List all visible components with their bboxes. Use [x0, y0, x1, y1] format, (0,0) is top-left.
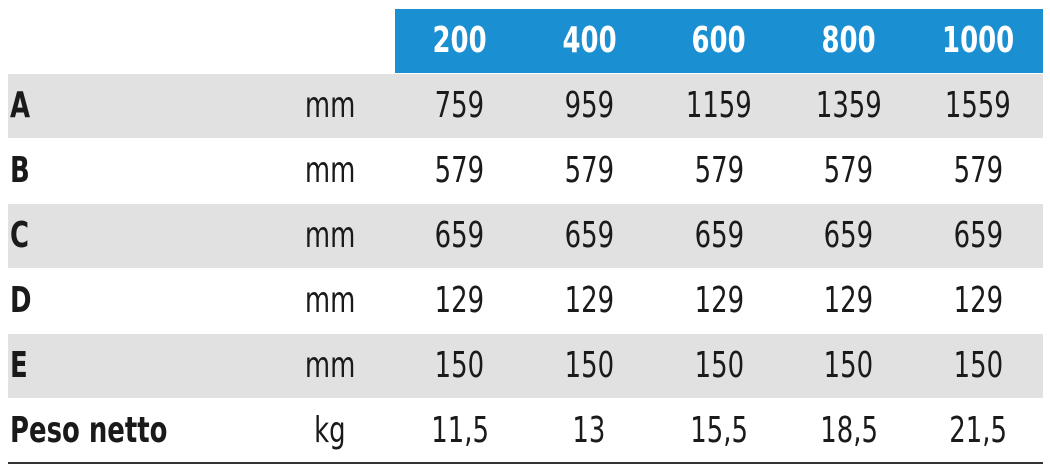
column-header: 200 [395, 9, 525, 73]
row-value: 579 [784, 139, 914, 203]
row-label-text: Peso netto [10, 410, 168, 451]
column-header-text: 1000 [942, 20, 1015, 61]
row-value: 129 [654, 269, 784, 333]
row-value-text: 18,5 [819, 410, 878, 451]
row-unit-text: mm [304, 280, 356, 321]
row-value-text: 579 [435, 150, 485, 191]
row-value-text: 579 [564, 150, 615, 191]
row-value-text: 129 [823, 280, 874, 321]
row-unit: mm [270, 269, 390, 333]
row-value-text: 15,5 [690, 410, 748, 451]
row-unit-text: mm [304, 215, 356, 256]
row-label: D [10, 269, 290, 333]
row-label: E [10, 334, 290, 398]
row-band [8, 74, 1043, 138]
bottom-rule [8, 462, 1043, 464]
row-unit: mm [270, 334, 390, 398]
row-value-text: 150 [953, 345, 1003, 386]
row-value-text: 659 [953, 215, 1003, 256]
row-unit: mm [270, 74, 390, 138]
row-value: 129 [395, 269, 525, 333]
row-value-text: 11,5 [430, 410, 489, 451]
row-value: 659 [525, 204, 655, 268]
column-header: 800 [783, 9, 914, 73]
row-value-text: 1159 [685, 85, 752, 126]
row-value: 129 [784, 269, 914, 333]
row-value: 759 [395, 74, 525, 138]
row-value: 579 [395, 139, 525, 203]
row-label-text: B [10, 150, 30, 191]
row-value: 659 [913, 204, 1043, 268]
column-header: 400 [524, 9, 655, 73]
row-value-text: 759 [435, 85, 485, 126]
column-header-text: 800 [821, 20, 876, 61]
row-unit-text: mm [304, 85, 356, 126]
row-label-text: E [10, 345, 28, 386]
row-value: 129 [525, 269, 655, 333]
row-value: 659 [784, 204, 914, 268]
row-value-text: 1559 [945, 85, 1012, 126]
row-value: 579 [525, 139, 655, 203]
row-value: 13 [525, 399, 655, 463]
row-value-text: 579 [953, 150, 1003, 191]
row-value: 659 [654, 204, 784, 268]
row-value: 579 [654, 139, 784, 203]
row-unit: mm [270, 204, 390, 268]
column-header-text: 200 [432, 20, 487, 61]
row-value-text: 150 [823, 345, 874, 386]
row-unit-text: mm [304, 150, 356, 191]
row-label-text: C [10, 215, 30, 256]
row-value: 1159 [654, 74, 784, 138]
row-label: Peso netto [10, 399, 290, 463]
row-value: 150 [395, 334, 525, 398]
row-unit: mm [270, 139, 390, 203]
row-value-text: 659 [564, 215, 615, 256]
row-value-text: 13 [572, 410, 606, 451]
column-header: 1000 [913, 9, 1043, 73]
row-value: 11,5 [395, 399, 525, 463]
column-header: 600 [654, 9, 784, 73]
row-label-text: D [10, 280, 32, 321]
row-value-text: 579 [823, 150, 874, 191]
row-value-text: 129 [953, 280, 1003, 321]
row-label: B [10, 139, 290, 203]
row-label: A [10, 74, 290, 138]
row-value-text: 129 [564, 280, 615, 321]
row-value: 129 [913, 269, 1043, 333]
column-header-text: 400 [562, 20, 617, 61]
row-value: 579 [913, 139, 1043, 203]
row-unit-text: kg [314, 410, 346, 451]
row-value: 1559 [913, 74, 1043, 138]
row-value-text: 129 [435, 280, 485, 321]
row-value-text: 1359 [815, 85, 882, 126]
row-value: 18,5 [784, 399, 914, 463]
row-unit: kg [270, 399, 390, 463]
row-value: 659 [395, 204, 525, 268]
row-value-text: 579 [694, 150, 744, 191]
row-value: 150 [913, 334, 1043, 398]
row-value-text: 659 [823, 215, 874, 256]
row-unit-text: mm [304, 345, 356, 386]
row-value-text: 959 [564, 85, 615, 126]
row-value-text: 659 [694, 215, 744, 256]
column-header-text: 600 [691, 20, 747, 61]
row-value-text: 21,5 [949, 410, 1008, 451]
row-value: 150 [784, 334, 914, 398]
row-value-text: 129 [694, 280, 744, 321]
row-value: 150 [654, 334, 784, 398]
row-value: 959 [525, 74, 655, 138]
row-label-text: A [10, 85, 31, 126]
row-value: 1359 [784, 74, 914, 138]
row-value-text: 659 [435, 215, 485, 256]
row-label: C [10, 204, 290, 268]
row-value: 15,5 [654, 399, 784, 463]
row-value-text: 150 [564, 345, 615, 386]
row-band [8, 334, 1043, 398]
row-value: 21,5 [913, 399, 1043, 463]
row-band [8, 204, 1043, 268]
row-value-text: 150 [694, 345, 744, 386]
row-value-text: 150 [435, 345, 485, 386]
row-value: 150 [525, 334, 655, 398]
